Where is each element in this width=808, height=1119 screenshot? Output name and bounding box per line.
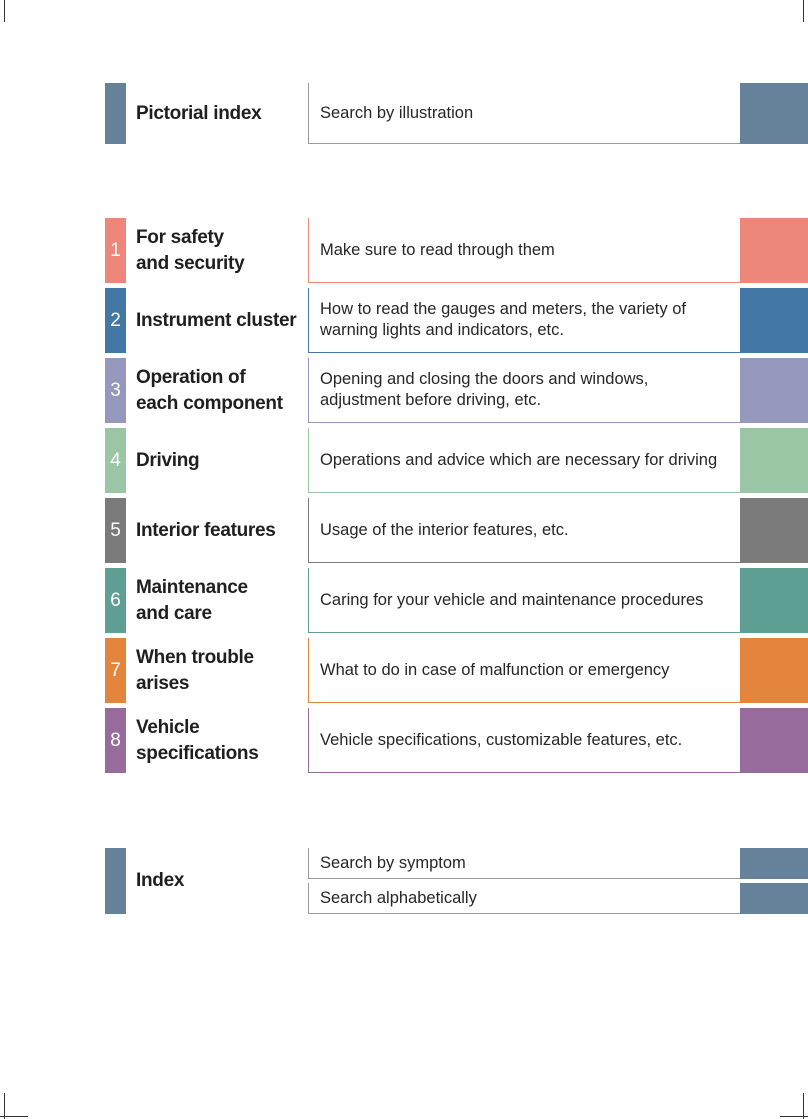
chapter-edge-tab[interactable] [740,218,808,283]
chapter-row-5[interactable]: 5 Interior features Usage of the interior … [0,498,808,563]
index-search-by-symptom[interactable]: Search by symptom [308,848,740,879]
chapter-title: Maintenance and care [136,576,248,624]
chapter-description[interactable]: Usage of the interior features, etc. [308,498,740,563]
chapter-description[interactable]: Operations and advice which are necessar… [308,428,740,493]
chapter-edge-tab[interactable] [740,428,808,493]
pictorial-index-row[interactable]: Pictorial index Search by illustration [0,83,808,144]
index-edge-tab-symptom[interactable] [740,848,808,879]
crop-mark [4,0,5,22]
chapter-row-4[interactable]: 4 Driving Operations and advice which are … [0,428,808,493]
chapter-number-tab: 5 [105,498,126,563]
chapter-number-tab: 4 [105,428,126,493]
chapter-number-tab: 7 [105,638,126,703]
chapter-row-7[interactable]: 7 When trouble arises What to do in case o… [0,638,808,703]
chapter-row-6[interactable]: 6 Maintenance and care Caring for your veh… [0,568,808,633]
chapter-row-1[interactable]: 1 For safety and security Make sure to rea… [0,218,808,283]
crop-mark [0,1116,28,1117]
index-search-alphabetically[interactable]: Search alphabetically [308,883,740,914]
pictorial-index-title: Pictorial index [136,102,262,124]
chapter-number-tab: 1 [105,218,126,283]
chapter-title: Instrument cluster [136,309,297,331]
chapter-description[interactable]: Make sure to read through them [308,218,740,283]
index-tab [105,848,126,914]
index-title: Index [136,870,185,891]
chapter-number-tab: 3 [105,358,126,423]
index-edge-tab-alphabetical[interactable] [740,883,808,914]
chapter-edge-tab[interactable] [740,358,808,423]
chapter-row-3[interactable]: 3 Operation of each component Opening and … [0,358,808,423]
chapter-edge-tab[interactable] [740,568,808,633]
pictorial-index-edge-tab[interactable] [740,83,808,144]
chapter-edge-tab[interactable] [740,288,808,353]
chapter-number-tab: 2 [105,288,126,353]
chapter-title: When trouble arises [136,646,254,694]
chapter-description[interactable]: What to do in case of malfunction or eme… [308,638,740,703]
chapter-edge-tab[interactable] [740,708,808,773]
chapter-number-tab: 8 [105,708,126,773]
chapter-description[interactable]: Caring for your vehicle and maintenance … [308,568,740,633]
chapter-edge-tab[interactable] [740,498,808,563]
chapter-title: Interior features [136,519,276,541]
chapter-title: For safety and security [136,226,245,274]
chapter-edge-tab[interactable] [740,638,808,703]
chapter-number-tab: 6 [105,568,126,633]
chapter-title: Driving [136,449,200,471]
pictorial-index-tab [105,83,126,144]
chapter-title: Operation of each component [136,366,283,414]
chapter-row-8[interactable]: 8 Vehicle specifications Vehicle specifica… [0,708,808,773]
index-row: Index Search by symptom Search alphabeti… [0,848,808,914]
chapter-row-2[interactable]: 2 Instrument cluster How to read the gauge… [0,288,808,353]
chapter-description[interactable]: How to read the gauges and meters, the v… [308,288,740,353]
crop-mark [803,1093,804,1119]
chapter-title: Vehicle specifications [136,716,259,764]
pictorial-index-description[interactable]: Search by illustration [308,83,740,144]
crop-mark [4,1093,5,1119]
chapter-description[interactable]: Vehicle specifications, customizable fea… [308,708,740,773]
chapter-description[interactable]: Opening and closing the doors and window… [308,358,740,423]
crop-mark [780,1116,808,1117]
crop-mark [803,0,804,22]
